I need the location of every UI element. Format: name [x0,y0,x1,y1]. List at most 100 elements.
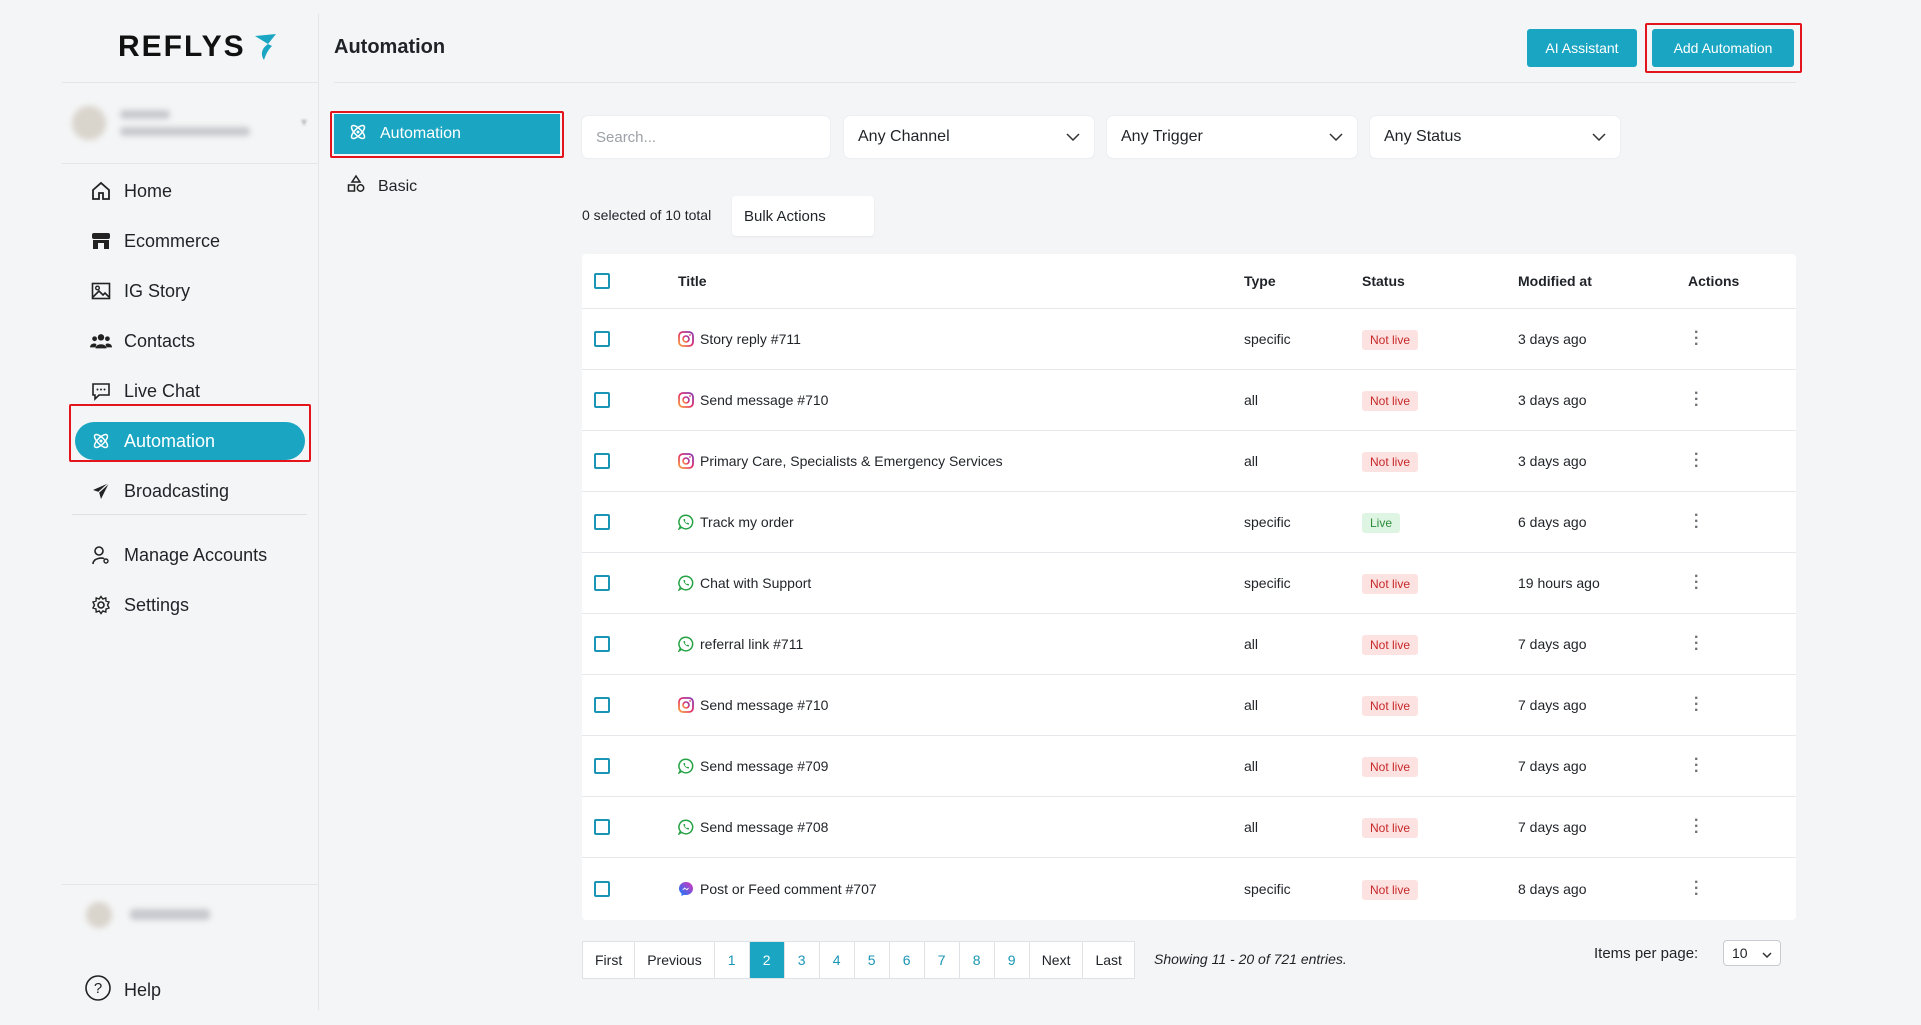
highlight-box-add [1645,23,1802,73]
page-button[interactable]: 3 [785,942,820,978]
row-title[interactable]: Send message #709 [678,758,828,774]
row-title[interactable]: Primary Care, Specialists & Emergency Se… [678,453,1003,469]
items-per-page-select[interactable]: 10 [1723,940,1781,966]
table-row[interactable]: Chat with Support specific Not live 19 hour… [582,553,1796,614]
row-title-text: Send message #710 [700,392,829,408]
row-checkbox[interactable] [594,453,610,469]
row-title[interactable]: Track my order [678,514,794,530]
subnav-item-automation[interactable]: Automation [334,114,560,154]
row-checkbox[interactable] [594,514,610,530]
users-icon [90,330,112,352]
row-checkbox[interactable] [594,575,610,591]
page-title: Automation [334,36,446,58]
row-checkbox[interactable] [594,758,610,774]
table-row[interactable]: referral link #711 all Not live 7 days ago ·… [582,614,1796,675]
more-vertical-icon[interactable]: · · · [1694,873,1700,903]
row-title[interactable]: Story reply #711 [678,331,801,347]
row-checkbox[interactable] [594,697,610,713]
bulk-actions-button[interactable]: Bulk Actions [732,196,874,236]
row-title[interactable]: Send message #710 [678,697,828,713]
row-type: all [1244,392,1259,408]
table-row[interactable]: Send message #710 all Not live 7 days ago · ·… [582,675,1796,736]
subnav-item-basic[interactable]: Basic [346,174,417,199]
more-vertical-icon[interactable]: · · · [1694,568,1700,597]
header-title[interactable]: Title [678,273,707,289]
page-button[interactable]: 4 [820,942,855,978]
header-status[interactable]: Status [1362,273,1405,289]
page-button[interactable]: 8 [960,942,995,978]
channel-select[interactable]: Any Channel [844,116,1094,158]
brand-logo[interactable]: REFLYS [118,30,278,64]
sidebar-item-manage-accounts[interactable]: Manage Accounts [62,530,319,580]
row-title[interactable]: Send message #708 [678,819,828,835]
header-type[interactable]: Type [1244,273,1276,289]
row-type: specific [1244,514,1291,530]
page-button[interactable]: 6 [890,942,925,978]
page-button[interactable]: 1 [715,942,750,978]
sidebar-item-live-chat[interactable]: Live Chat [62,366,319,416]
row-checkbox[interactable] [594,392,610,408]
row-checkbox[interactable] [594,331,610,347]
more-vertical-icon[interactable]: · · · [1694,507,1700,536]
sidebar-item-broadcasting[interactable]: Broadcasting [62,466,319,516]
select-all-checkbox[interactable] [594,273,610,289]
instagram-icon [678,392,694,408]
account-avatar [72,106,106,140]
trigger-select[interactable]: Any Trigger [1107,116,1357,158]
row-modified: 7 days ago [1518,636,1587,652]
previous-page-button[interactable]: Previous [635,942,715,978]
help-link[interactable]: ? Help [84,974,161,1007]
table-row[interactable]: Post or Feed comment #707 specific Not liv… [582,858,1796,919]
sidebar-item-ig-story[interactable]: IG Story [62,266,319,316]
account-switcher[interactable]: ▾ [62,82,319,164]
row-modified: 8 days ago [1518,880,1587,897]
row-checkbox[interactable] [594,636,610,652]
more-vertical-icon[interactable]: · · · [1694,324,1700,353]
status-badge: Live [1362,513,1401,533]
row-checkbox[interactable] [594,819,610,835]
first-page-button[interactable]: First [583,942,636,978]
more-vertical-icon[interactable]: · · · [1694,690,1700,719]
status-badge: Not live [1362,330,1419,350]
table-row[interactable]: Send message #710 all Not live 3 days ago · ·… [582,370,1796,431]
table-row[interactable]: Send message #709 all Not live 7 days ago · ·… [582,736,1796,797]
row-status: Not live [1362,574,1419,594]
page-button[interactable]: 7 [925,942,960,978]
status-select[interactable]: Any Status [1370,116,1620,158]
profile-avatar [86,901,112,928]
more-vertical-icon[interactable]: · · · [1694,629,1700,658]
row-type: specific [1244,880,1291,897]
my-profile[interactable] [62,884,319,944]
header-modified[interactable]: Modified at [1518,273,1592,289]
sidebar-item-ecommerce[interactable]: Ecommerce [62,216,319,266]
table-row[interactable]: Send message #708 all Not live 7 days ago · ·… [582,797,1796,858]
more-vertical-icon[interactable]: · · · [1694,751,1700,780]
table-row[interactable]: Track my order specific Live 6 days ago · · · [582,492,1796,553]
row-modified: 6 days ago [1518,514,1587,530]
row-title[interactable]: Post or Feed comment #707 [678,881,877,897]
page-button[interactable]: 9 [995,942,1030,978]
sidebar-item-automation[interactable]: Automation [62,416,319,466]
table-row[interactable]: Story reply #711 specific Not live 3 days a… [582,309,1796,370]
add-automation-button[interactable]: Add Automation [1652,29,1794,67]
help-icon: ? [84,974,112,1007]
next-page-button[interactable]: Next [1030,942,1084,978]
ai-assistant-button[interactable]: AI Assistant [1527,29,1637,67]
table-row[interactable]: Primary Care, Specialists & Emergency Se… [582,431,1796,492]
page-button-current[interactable]: 2 [749,942,785,978]
sidebar-item-home[interactable]: Home [62,166,319,216]
whatsapp-icon [678,758,694,774]
sidebar-item-settings[interactable]: Settings [62,580,319,630]
last-page-button[interactable]: Last [1095,952,1122,968]
row-title[interactable]: Chat with Support [678,575,811,591]
search-input[interactable]: Search... [582,116,830,158]
row-title[interactable]: Send message #710 [678,392,828,408]
sidebar-item-contacts[interactable]: Contacts [62,316,319,366]
row-title[interactable]: referral link #711 [678,636,803,652]
row-checkbox[interactable] [594,880,610,897]
shapes-icon [346,174,366,199]
more-vertical-icon[interactable]: · · · [1694,446,1700,475]
more-vertical-icon[interactable]: · · · [1694,812,1700,841]
more-vertical-icon[interactable]: · · · [1694,385,1700,414]
page-button[interactable]: 5 [855,942,890,978]
